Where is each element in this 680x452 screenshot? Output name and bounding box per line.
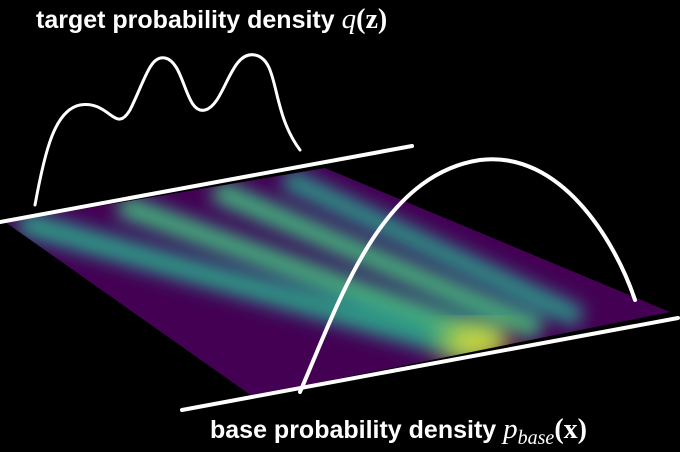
base-axis [180, 316, 680, 412]
curves [0, 53, 680, 412]
target-axis [0, 144, 414, 224]
base-label-text: base probability density [210, 416, 496, 444]
base-density-curve [298, 157, 637, 394]
base-symbol: p [501, 413, 518, 445]
density-plane [5, 168, 670, 396]
target-label: target probability density q(z) [36, 3, 387, 35]
target-label-text: target probability density [36, 6, 335, 34]
base-label: base probability density pbase(x) [210, 413, 587, 449]
target-density-curve [33, 53, 302, 207]
target-symbol: q [342, 3, 357, 35]
base-argument: (x) [554, 414, 587, 445]
target-argument: (z) [356, 4, 387, 35]
base-subscript: base [518, 427, 555, 449]
